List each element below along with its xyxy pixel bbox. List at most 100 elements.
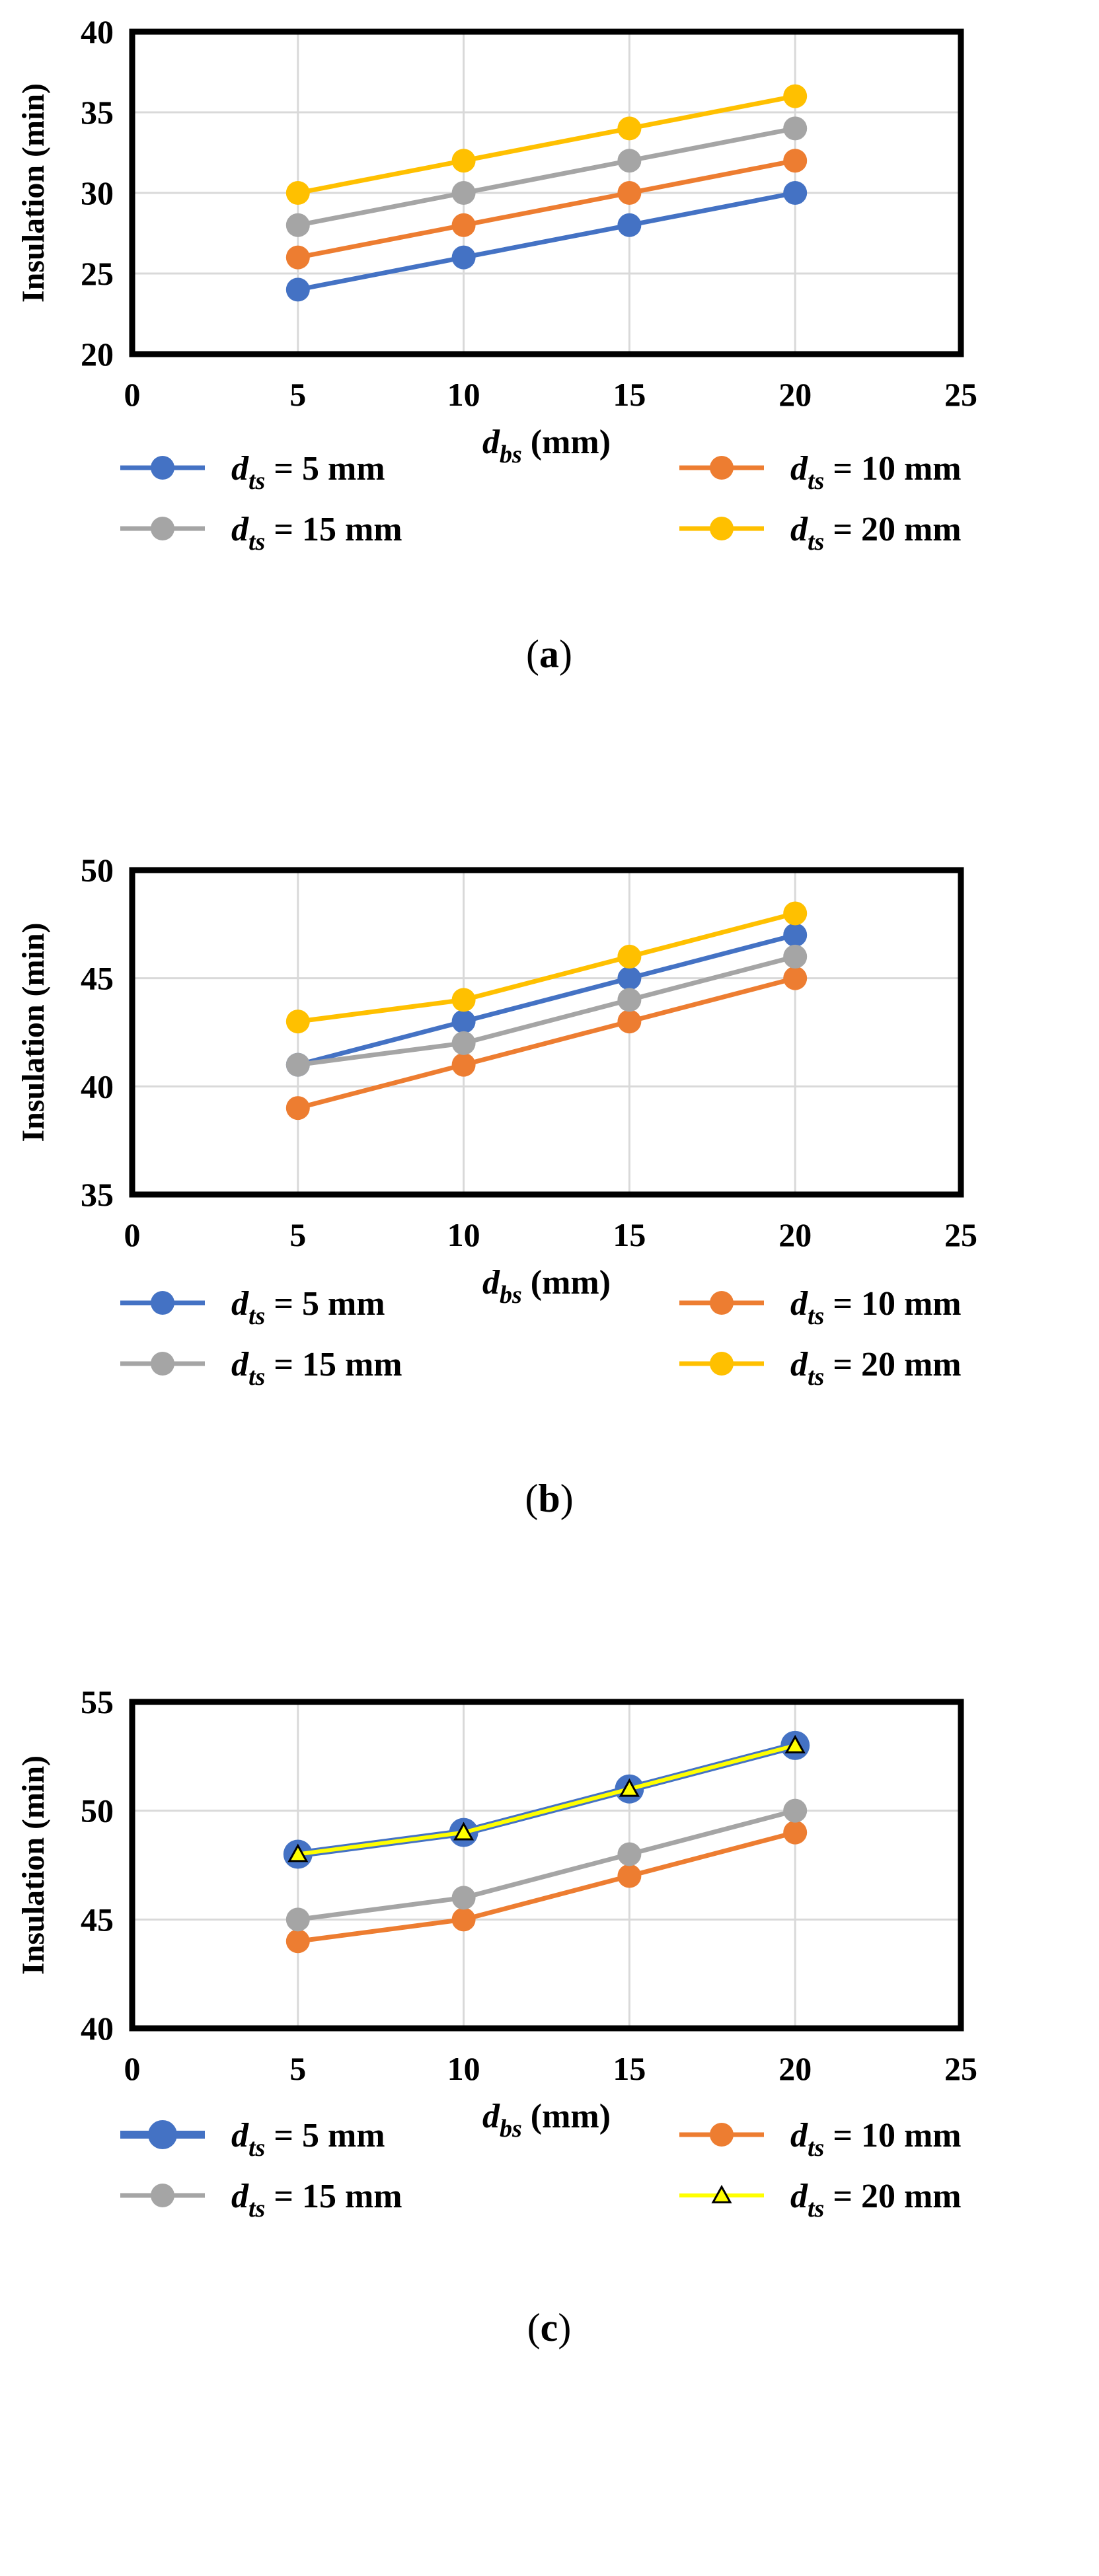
- x-tick-label: 5: [289, 1216, 306, 1253]
- series-line: [297, 976, 796, 1111]
- legend-label-value: = 5 mm: [265, 2117, 385, 2154]
- legend-marker: [151, 517, 174, 540]
- y-tick-label: 40: [81, 13, 114, 50]
- y-tick-label: 50: [81, 1792, 114, 1829]
- legend-label-value: = 5 mm: [265, 450, 385, 488]
- legend-label: dts = 20 mm: [790, 1346, 962, 1391]
- legend-item: dts = 10 mm: [679, 2117, 962, 2162]
- legend-label: dts = 10 mm: [790, 450, 962, 495]
- legend-item: dts = 5 mm: [120, 1285, 385, 1330]
- data-point: [783, 116, 808, 141]
- data-point: [617, 1010, 642, 1034]
- data-point: [451, 245, 476, 270]
- data-point: [783, 901, 808, 926]
- x-axis-label-unit: (mm): [522, 2098, 611, 2135]
- legend-label-value: = 15 mm: [265, 511, 402, 548]
- legend-marker: [710, 517, 734, 540]
- series-line: [297, 911, 796, 1024]
- legend-label: dts = 5 mm: [231, 450, 385, 495]
- data-point: [285, 1010, 310, 1034]
- data-point: [783, 84, 808, 108]
- series-2: [285, 966, 808, 1121]
- legend-marker: [151, 1291, 174, 1315]
- legend-label-subscript: ts: [248, 2134, 265, 2162]
- legend-label-symbol: d: [231, 1346, 249, 1383]
- legend-label: dts = 10 mm: [790, 2117, 962, 2162]
- legend-item: dts = 5 mm: [120, 450, 385, 495]
- legend-label-subscript: ts: [248, 1302, 265, 1330]
- legend-label: dts = 15 mm: [231, 1346, 402, 1391]
- x-axis-label-unit: (mm): [522, 423, 611, 461]
- plot-frame: [129, 867, 964, 1198]
- panel-label: (b): [525, 1477, 573, 1520]
- plot-frame: [129, 1699, 964, 2032]
- x-axis-label-symbol: d: [482, 2098, 500, 2135]
- y-axis-label: Insulation (min): [16, 83, 51, 303]
- legend-label-symbol: d: [790, 2117, 808, 2154]
- data-point: [285, 213, 310, 237]
- legend-item: dts = 20 mm: [679, 1346, 962, 1391]
- legend-item: dts = 5 mm: [120, 2117, 385, 2162]
- data-point: [451, 181, 476, 205]
- data-point: [617, 944, 642, 969]
- x-axis-label: dbs (mm): [482, 1264, 611, 1309]
- data-point: [617, 149, 642, 173]
- x-axis-label-unit: (mm): [522, 1264, 611, 1302]
- legend-marker: [148, 2120, 177, 2149]
- legend-label-subscript: ts: [248, 1363, 265, 1391]
- legend-label-symbol: d: [231, 511, 249, 548]
- series-4: [285, 901, 808, 1034]
- legend-marker: [710, 456, 734, 480]
- plot-frame: [129, 28, 964, 357]
- data-point: [619, 1778, 640, 1797]
- legend-label: dts = 15 mm: [231, 2178, 402, 2223]
- legend-label-value: = 20 mm: [824, 1346, 961, 1383]
- legend-label-symbol: d: [790, 1285, 808, 1323]
- y-tick-label: 20: [81, 336, 114, 373]
- x-axis-label: dbs (mm): [482, 2098, 611, 2143]
- legend-label-value: = 5 mm: [265, 1285, 385, 1323]
- x-tick-label: 10: [447, 2050, 480, 2087]
- legend-label-symbol: d: [790, 2178, 808, 2215]
- x-axis-label-subscript: bs: [500, 2115, 522, 2143]
- data-point: [285, 1929, 310, 1954]
- series-4: [287, 1734, 806, 1862]
- series-line: [297, 1808, 796, 1922]
- x-axis-label-symbol: d: [482, 1264, 500, 1302]
- data-point: [285, 1907, 310, 1932]
- x-tick-label: 15: [613, 2050, 646, 2087]
- x-tick-label: 20: [778, 2050, 812, 2087]
- legend-item: dts = 15 mm: [120, 1346, 402, 1391]
- data-point: [451, 1052, 476, 1077]
- legend-marker: [151, 1352, 174, 1376]
- series-line: [297, 1830, 796, 1944]
- data-point: [285, 181, 310, 205]
- x-tick-label: 20: [778, 376, 812, 413]
- series-line: [297, 1743, 796, 1857]
- legend-label-value: = 15 mm: [265, 2178, 402, 2215]
- series-line: [297, 190, 796, 292]
- legend-label-subscript: ts: [248, 467, 265, 495]
- legend-label: dts = 20 mm: [790, 2178, 962, 2223]
- data-point: [285, 1052, 310, 1077]
- data-point: [451, 1907, 476, 1932]
- series-4: [285, 84, 808, 205]
- x-tick-label: 10: [447, 376, 480, 413]
- data-point: [617, 213, 642, 237]
- x-axis-label-subscript: bs: [500, 1281, 522, 1309]
- x-axis-label-subscript: bs: [500, 441, 522, 468]
- panel-label-letter: c: [541, 2306, 558, 2349]
- legend-marker: [151, 2184, 174, 2207]
- legend-label-subscript: ts: [808, 528, 824, 556]
- data-point: [783, 923, 808, 947]
- x-tick-label: 10: [447, 1216, 480, 1253]
- legend-label: dts = 5 mm: [231, 2117, 385, 2162]
- legend-label-symbol: d: [231, 450, 249, 488]
- data-point: [285, 277, 310, 302]
- legend-label-subscript: ts: [808, 467, 824, 495]
- panel-label-open: (: [527, 2306, 541, 2349]
- y-tick-label: 40: [81, 1068, 114, 1105]
- data-point: [453, 1822, 474, 1841]
- x-tick-label: 15: [613, 376, 646, 413]
- legend-label-symbol: d: [790, 511, 808, 548]
